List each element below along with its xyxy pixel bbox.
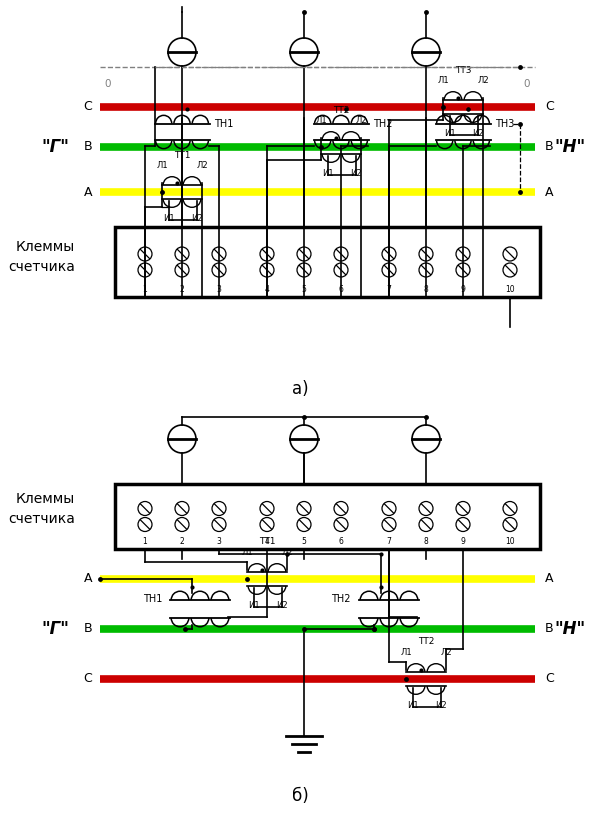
Text: ТН3: ТН3 xyxy=(495,119,514,129)
Text: "Н": "Н" xyxy=(554,620,586,638)
Text: Клеммы: Клеммы xyxy=(16,240,75,254)
Text: ТН1: ТН1 xyxy=(143,594,162,604)
Text: И2: И2 xyxy=(472,129,484,138)
Text: 0: 0 xyxy=(105,79,111,89)
Text: C: C xyxy=(545,672,554,685)
Text: C: C xyxy=(83,100,92,113)
Text: И1: И1 xyxy=(248,601,260,610)
Text: 10: 10 xyxy=(505,537,515,546)
Text: ТТ1: ТТ1 xyxy=(259,537,275,546)
Text: 5: 5 xyxy=(302,285,307,294)
Text: 6: 6 xyxy=(338,285,343,294)
Text: И2: И2 xyxy=(191,214,203,223)
Text: 7: 7 xyxy=(386,537,391,546)
Text: Л2: Л2 xyxy=(355,116,367,125)
Text: B: B xyxy=(83,623,92,636)
Text: 3: 3 xyxy=(217,285,221,294)
Text: 2: 2 xyxy=(179,285,184,294)
Text: 10: 10 xyxy=(505,285,515,294)
Text: Клеммы: Клеммы xyxy=(16,492,75,506)
Text: 1: 1 xyxy=(143,537,148,546)
Text: B: B xyxy=(83,141,92,154)
Text: ТТ1: ТТ1 xyxy=(174,151,190,160)
Text: ТТ2: ТТ2 xyxy=(333,106,349,115)
Bar xyxy=(115,484,540,549)
Text: счетчика: счетчика xyxy=(8,260,75,274)
Text: B: B xyxy=(545,141,554,154)
Text: Л1: Л1 xyxy=(156,161,168,170)
Text: И1: И1 xyxy=(163,214,175,223)
Text: И1: И1 xyxy=(407,701,419,710)
Bar xyxy=(115,227,540,297)
Text: 8: 8 xyxy=(424,285,428,294)
Text: 6: 6 xyxy=(338,537,343,546)
Text: A: A xyxy=(545,186,554,199)
Text: A: A xyxy=(545,572,554,585)
Text: 0: 0 xyxy=(524,79,530,89)
Text: Л2: Л2 xyxy=(477,76,489,85)
Text: И2: И2 xyxy=(350,169,362,178)
Text: 5: 5 xyxy=(302,537,307,546)
Text: 7: 7 xyxy=(386,285,391,294)
Text: 2: 2 xyxy=(179,537,184,546)
Text: И1: И1 xyxy=(444,129,456,138)
Text: И2: И2 xyxy=(435,701,447,710)
Text: A: A xyxy=(83,186,92,199)
Text: 1: 1 xyxy=(143,285,148,294)
Text: "Н": "Н" xyxy=(554,138,586,156)
Text: ТТ2: ТТ2 xyxy=(418,637,434,646)
Text: "Г": "Г" xyxy=(41,138,69,156)
Text: 9: 9 xyxy=(461,537,466,546)
Text: C: C xyxy=(545,100,554,113)
Text: "Г": "Г" xyxy=(41,620,69,638)
Text: B: B xyxy=(545,623,554,636)
Text: И1: И1 xyxy=(322,169,334,178)
Text: ТТ3: ТТ3 xyxy=(455,66,471,75)
Text: A: A xyxy=(83,572,92,585)
Text: Л1: Л1 xyxy=(315,116,327,125)
Text: И2: И2 xyxy=(276,601,288,610)
Text: Л1: Л1 xyxy=(400,648,412,657)
Text: ТН2: ТН2 xyxy=(373,119,392,129)
Text: C: C xyxy=(83,672,92,685)
Text: б): б) xyxy=(292,787,308,805)
Text: ТН1: ТН1 xyxy=(214,119,233,129)
Text: Л2: Л2 xyxy=(281,548,293,557)
Text: 9: 9 xyxy=(461,285,466,294)
Text: счетчика: счетчика xyxy=(8,512,75,526)
Text: Л1: Л1 xyxy=(241,548,253,557)
Text: a): a) xyxy=(292,380,308,398)
Text: 4: 4 xyxy=(265,537,269,546)
Text: ТН2: ТН2 xyxy=(331,594,351,604)
Text: 3: 3 xyxy=(217,537,221,546)
Text: Л2: Л2 xyxy=(440,648,452,657)
Text: Л1: Л1 xyxy=(437,76,449,85)
Text: Л2: Л2 xyxy=(196,161,208,170)
Text: 8: 8 xyxy=(424,537,428,546)
Text: 4: 4 xyxy=(265,285,269,294)
